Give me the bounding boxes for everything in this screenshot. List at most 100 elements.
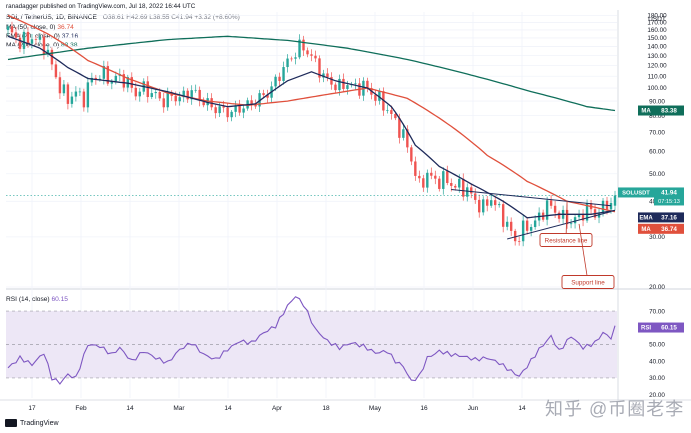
candle-body [513, 230, 517, 242]
ma200-price-tag-tag-bg [638, 105, 654, 116]
resistance-annotation-box [539, 233, 593, 247]
price-tick-label: 170.00 [647, 20, 667, 27]
candle-body [38, 36, 42, 40]
candle-body [46, 49, 50, 55]
candle-body [509, 221, 513, 231]
candle-body [258, 93, 261, 107]
candle-body [222, 106, 225, 108]
candle-body [134, 87, 137, 97]
candle-body [470, 187, 473, 194]
candle-body [22, 31, 26, 49]
candle-body [114, 75, 118, 82]
ema20-price-tag-tag-text: EMA [639, 216, 653, 222]
candle-body [110, 81, 114, 84]
candle-body [478, 199, 481, 213]
tradingview-logo[interactable]: TradingView [5, 419, 59, 427]
candle-body [394, 113, 397, 119]
ema20-price-tag-value-bg [654, 212, 684, 223]
candle-body [130, 77, 133, 88]
resistance-trendline [451, 189, 612, 207]
candle-body [174, 95, 177, 102]
candle-body [517, 241, 521, 242]
candle-body [458, 178, 461, 188]
candle-body [565, 209, 569, 225]
candle-body [234, 105, 237, 112]
candle-body [529, 227, 533, 231]
watermark-text: 知乎 @币圈老李 [545, 399, 685, 419]
candle-body [250, 100, 253, 105]
candle-body [497, 204, 501, 206]
ma200-price-tag-value-text: 83.38 [661, 108, 677, 115]
candle-body [186, 90, 189, 100]
price-tick-label: 90.00 [649, 98, 665, 105]
ma200-line [7, 35, 616, 112]
ma50-legend-label: MA (50, close, 0) [6, 24, 56, 31]
rsi-legend-value: 60.15 [51, 296, 68, 303]
candle-body [553, 205, 557, 213]
candle-body [10, 26, 14, 33]
candle-body [601, 200, 605, 214]
time-tick-label: 17 [28, 405, 36, 412]
candle-body [442, 171, 445, 189]
ma50-legend-value: 36.74 [57, 24, 74, 31]
candle-body [218, 106, 221, 114]
candle-body [314, 55, 317, 59]
candle-body [34, 39, 38, 40]
candle-body [386, 110, 389, 111]
ma200-legend-value: 83.38 [60, 42, 78, 49]
candle-body [338, 78, 341, 91]
candle-body [178, 97, 181, 102]
candle-body [466, 187, 469, 197]
candle-body [166, 92, 169, 108]
rsi-tick-label: 20.00 [649, 392, 665, 399]
candle-body [82, 91, 86, 108]
candle-body [274, 76, 277, 87]
candle-body [158, 92, 161, 99]
candle-body [298, 39, 301, 58]
candle-body [242, 108, 245, 113]
candle-body [422, 178, 425, 188]
candle-body [62, 84, 66, 94]
candle-body [557, 212, 561, 219]
time-tick-label: 18 [322, 405, 330, 412]
ema20-legend-label: EMA (20, close, 0) [6, 33, 60, 40]
candle-body [290, 58, 293, 60]
candle-body [434, 175, 437, 179]
candle-body [102, 66, 106, 79]
candle-body [505, 221, 509, 227]
candle-body [26, 31, 30, 44]
candle-body [326, 73, 329, 78]
candle-body [6, 26, 10, 30]
candle-body [521, 220, 525, 242]
ma50-price-tag-tag-bg [638, 223, 654, 234]
candle-body [78, 91, 82, 93]
candle-body [462, 178, 465, 197]
candle-body [14, 32, 18, 38]
currency-label: USDT [648, 16, 666, 23]
rsi-tick-label: 50.00 [649, 342, 665, 349]
rsi-legend-label: RSI (14, close) [6, 296, 50, 303]
solusdt-tag-bg [618, 187, 654, 198]
candle-body [54, 64, 58, 78]
candle-body [294, 57, 297, 59]
rsi-tag-text: RSI [641, 326, 651, 332]
candle-body [230, 111, 233, 118]
rsi-layer [6, 296, 617, 385]
candle-body [342, 78, 345, 89]
ohlc-values: O38.61 H42.69 L38.55 C41.94 +3.32 (+8.60… [102, 14, 240, 21]
candle-body [573, 217, 577, 224]
candle-body [410, 147, 413, 162]
rsi-legend-row: RSI (14, close) 60.15 [6, 296, 68, 303]
candle-body [501, 204, 505, 227]
candle-body [486, 199, 489, 206]
rsi-value-bg [654, 322, 684, 333]
candle-body [146, 81, 149, 98]
ma50-price-tag-value-text: 36.74 [661, 226, 677, 233]
candle-body [378, 91, 381, 101]
candle-body [98, 78, 102, 80]
price-tick-label: 140.00 [647, 44, 667, 51]
candle-body [549, 200, 553, 206]
time-tick-label: 14 [126, 405, 134, 412]
price-tick-label: 120.00 [647, 63, 667, 70]
